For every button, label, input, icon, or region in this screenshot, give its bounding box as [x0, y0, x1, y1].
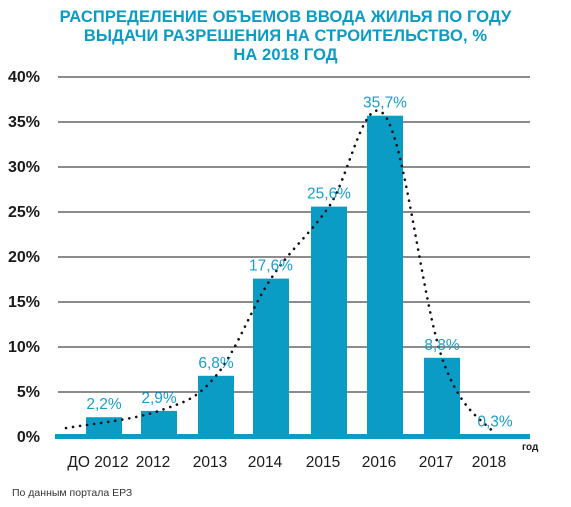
bar — [477, 434, 513, 437]
y-tick-label: 30% — [8, 159, 40, 176]
bar — [86, 417, 122, 437]
bar — [141, 410, 177, 437]
y-tick-label: 5% — [17, 384, 40, 401]
bar — [198, 375, 234, 437]
data-label: 17,6% — [249, 258, 293, 275]
y-tick-label: 15% — [8, 294, 40, 311]
chart-title-line-2: ВЫДАЧИ РАЗРЕШЕНИЯ НА СТРОИТЕЛЬСТВО, % — [83, 27, 488, 45]
x-axis-baseline — [55, 434, 530, 439]
bar — [253, 278, 289, 437]
x-tick-label: ДО 2012 — [67, 454, 128, 471]
chart-title-line-1: РАСПРЕДЕЛЕНИЕ ОБЪЕМОВ ВВОДА ЖИЛЬЯ ПО ГОД… — [59, 8, 512, 26]
data-label: 35,7% — [363, 95, 407, 112]
x-tick-label: 2012 — [136, 454, 170, 471]
y-tick-label: 20% — [8, 249, 40, 266]
x-axis-label: год — [522, 442, 539, 453]
bar — [311, 206, 347, 437]
data-label: 8,8% — [424, 337, 460, 354]
chart-title: РАСПРЕДЕЛЕНИЕ ОБЪЕМОВ ВВОДА ЖИЛЬЯ ПО ГОД… — [0, 8, 571, 65]
y-tick-label: 10% — [8, 339, 40, 356]
x-tick-label: 2018 — [472, 454, 506, 471]
chart-title-line-3: НА 2018 ГОД — [233, 46, 338, 64]
data-label: 2,9% — [141, 390, 177, 407]
y-tick-label: 0% — [17, 429, 40, 446]
bar — [367, 115, 403, 437]
x-tick-label: 2015 — [306, 454, 340, 471]
data-label: 6,8% — [198, 355, 234, 372]
bar — [424, 357, 460, 437]
data-label: 2,2% — [86, 396, 122, 413]
x-tick-label: 2016 — [362, 454, 396, 471]
data-label: 25,6% — [307, 186, 351, 203]
y-tick-label: 40% — [8, 69, 40, 86]
x-tick-label: 2014 — [248, 454, 283, 471]
x-tick-label: 2017 — [419, 454, 453, 471]
y-tick-label: 35% — [8, 114, 40, 131]
data-label: 0,3% — [477, 413, 513, 430]
x-tick-label: 2013 — [193, 454, 227, 471]
y-tick-label: 25% — [8, 204, 40, 221]
source-note: По данным портала ЕРЗ — [12, 487, 133, 499]
